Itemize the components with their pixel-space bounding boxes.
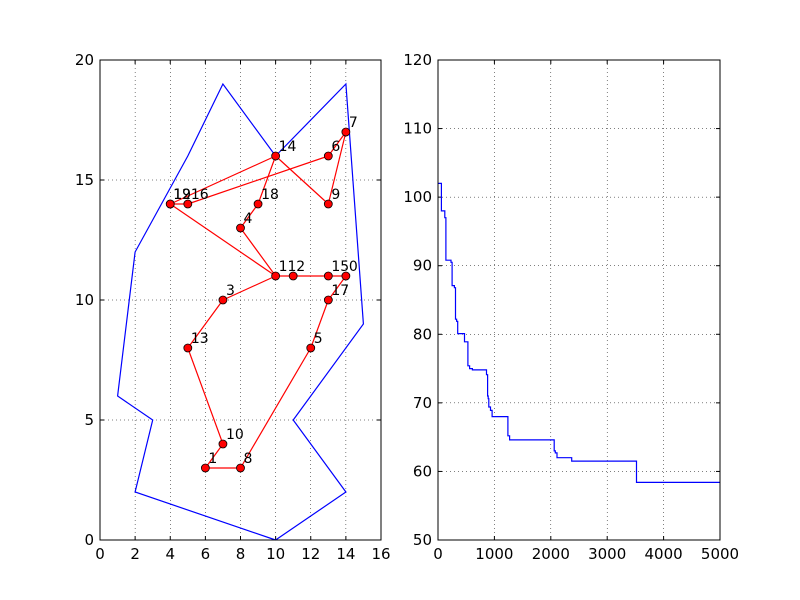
route-segment (169, 203, 276, 277)
city-point (323, 271, 333, 281)
city-point (323, 199, 333, 209)
x-tick-label: 6 (201, 545, 211, 563)
route-chart: 0 2 4 6 8 10 12 14 16051015200123456789101112131… (75, 51, 391, 563)
city-label: 1 (208, 451, 217, 467)
city-label: 8 (244, 451, 253, 467)
plot-frame (99, 59, 382, 541)
route-segment (327, 275, 347, 301)
city-label: 14 (279, 139, 297, 155)
city-point (200, 463, 210, 473)
city-label: 16 (191, 187, 209, 203)
city-label: 7 (349, 115, 358, 131)
y-tick-label: 15 (75, 171, 94, 189)
city-point (236, 223, 245, 233)
route-segment (310, 299, 329, 349)
x-tick-label: 12 (301, 545, 320, 563)
city-label: 12 (173, 187, 191, 203)
route-segment (187, 155, 329, 205)
x-tick-label: 2000 (532, 545, 570, 563)
city-label: 10 (226, 427, 244, 443)
city-point (288, 271, 298, 281)
city-point (306, 343, 316, 353)
x-tick-label: 5000 (701, 545, 739, 563)
route-segment (257, 155, 277, 205)
city-label: 17 (331, 283, 349, 299)
y-tick-label: 120 (403, 51, 432, 69)
cost-chart: 0 1000 2000 3000 4000 5000 50 60 70 80 90 100 110 120 (403, 51, 739, 563)
x-tick-label: 8 (236, 545, 246, 563)
city-point (218, 295, 228, 305)
plot-area (438, 60, 720, 540)
city-label: 9 (331, 187, 340, 203)
city-point (165, 199, 175, 209)
route-segment (327, 131, 347, 205)
route-segment (275, 155, 329, 205)
y-tick-label: 0 (84, 531, 94, 549)
city-label: 2 (296, 259, 305, 275)
x-tick-label: 0 (95, 545, 105, 563)
route-segment (240, 203, 259, 229)
y-tick-label: 70 (413, 394, 432, 412)
city-label: 6 (331, 139, 340, 155)
y-tick-label: 110 (403, 120, 432, 138)
city-point (253, 199, 263, 209)
city-label: 4 (244, 211, 253, 227)
route-segment (327, 131, 347, 157)
city-point (341, 271, 351, 281)
city-label: 13 (191, 331, 209, 347)
city-label: 3 (226, 283, 235, 299)
city-label: 19 (173, 187, 191, 203)
city-point (271, 151, 281, 161)
cost-line (438, 182, 720, 483)
y-tick-label: 50 (413, 531, 432, 549)
city-point (183, 199, 193, 209)
x-tick-label: 4000 (645, 545, 683, 563)
city-point (323, 151, 333, 161)
city-label: 5 (314, 331, 323, 347)
city-label: 0 (349, 259, 358, 275)
x-tick-label: 4 (165, 545, 175, 563)
y-tick-label: 80 (413, 325, 432, 343)
y-tick-label: 100 (403, 188, 432, 206)
route-segment (239, 347, 312, 469)
x-tick-label: 14 (336, 545, 355, 563)
city-point (341, 127, 351, 137)
route-segment (170, 155, 276, 205)
city-point (271, 271, 281, 281)
boundary-polygon (116, 82, 365, 541)
x-tick-label: 16 (371, 545, 390, 563)
city-point (236, 463, 245, 473)
route-segment (204, 443, 224, 469)
route-segment (222, 275, 276, 301)
route-segment (240, 227, 277, 277)
city-label: 15 (331, 259, 349, 275)
city-label: 18 (261, 187, 279, 203)
city-point (218, 439, 228, 449)
city-label: 11 (279, 259, 297, 275)
y-tick-label: 5 (84, 411, 94, 429)
x-tick-label: 0 (433, 545, 443, 563)
city-point (323, 295, 333, 305)
y-tick-label: 60 (413, 462, 432, 480)
plot-frame (437, 59, 721, 541)
x-tick-label: 2 (130, 545, 140, 563)
y-tick-label: 90 (413, 257, 432, 275)
x-tick-label: 3000 (588, 545, 626, 563)
x-tick-label: 10 (266, 545, 285, 563)
x-tick-label: 1000 (475, 545, 513, 563)
y-tick-label: 10 (75, 291, 94, 309)
route-segment (187, 299, 224, 349)
y-tick-label: 20 (75, 51, 94, 69)
city-point (183, 343, 193, 353)
route-segment (187, 347, 224, 445)
